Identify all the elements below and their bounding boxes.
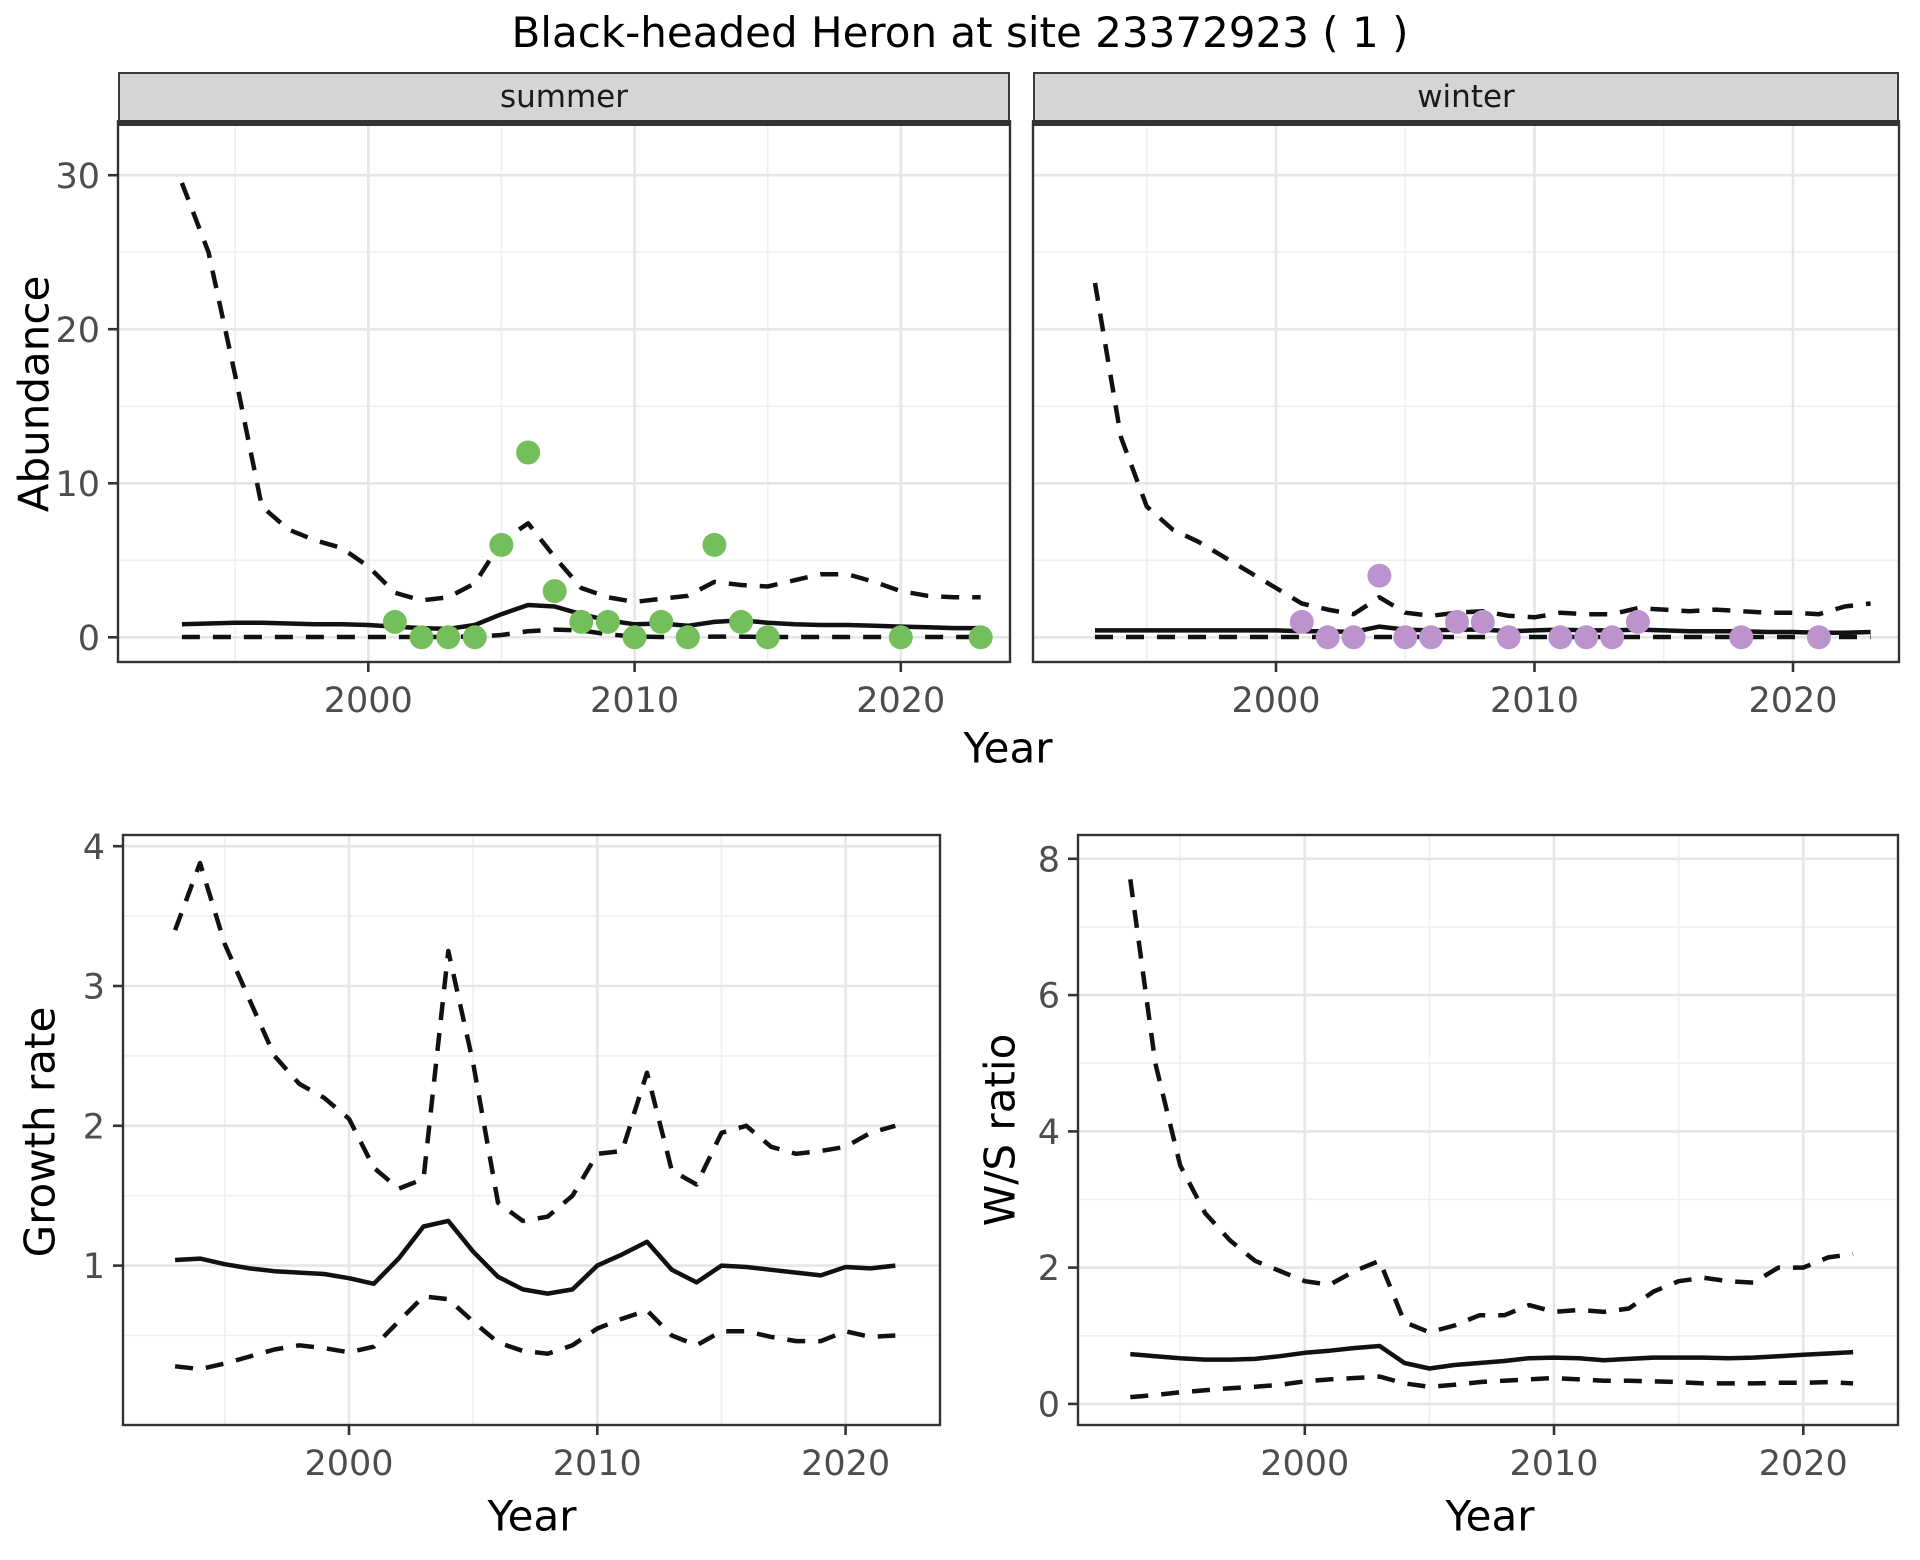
data-point-observed-counts-winter	[1806, 625, 1831, 650]
data-point-observed-counts-winter	[1393, 625, 1418, 650]
data-point-observed-counts-winter	[1315, 625, 1340, 650]
data-point-observed-counts-summer	[622, 625, 647, 650]
y-tick-label: 2	[1038, 1249, 1060, 1289]
data-point-observed-counts-winter	[1445, 609, 1469, 634]
x-axis-title-year-top: Year	[963, 723, 1053, 773]
panel-background	[1033, 122, 1899, 662]
series-upper_ci	[1128, 878, 1854, 1335]
data-point-observed-counts-summer	[888, 625, 913, 650]
panel-background	[123, 835, 940, 1425]
data-point-observed-counts-winter	[1548, 625, 1573, 650]
data-point-observed-counts-winter	[1729, 625, 1754, 650]
y-tick-label: 30	[55, 157, 100, 197]
y-tick-label: 20	[55, 311, 100, 351]
series-mean	[1130, 1343, 1854, 1371]
facet-strip-winter: winter	[1033, 72, 1899, 122]
series-upper_ci	[172, 860, 896, 1224]
y-tick-label: 1	[83, 1247, 105, 1287]
y-tick-label: 2	[83, 1107, 105, 1147]
data-point-observed-counts-winter	[1574, 625, 1599, 650]
data-point-observed-counts-summer	[649, 609, 674, 634]
series-mean	[174, 1218, 896, 1296]
data-point-observed-counts-summer	[702, 532, 727, 557]
panel-background	[118, 122, 1010, 662]
series-upper_ci	[179, 182, 981, 605]
data-point-observed-counts-summer	[436, 625, 461, 650]
data-point-observed-counts-summer	[382, 609, 407, 634]
y-tick-label: 0	[78, 619, 100, 659]
x-tick-label: 2020	[1748, 681, 1837, 721]
x-tick-label: 2010	[1490, 681, 1579, 721]
data-point-observed-counts-summer	[462, 625, 487, 650]
y-tick-label: 10	[55, 465, 100, 505]
panel-growth-rate: 2000 2010 2020 1 2 3 4	[83, 828, 942, 1484]
series-lower_ci	[1130, 1374, 1854, 1400]
series-lower_ci	[174, 1294, 896, 1372]
x-tick-label: 2000	[304, 1444, 393, 1484]
panel-border	[121, 833, 942, 1427]
y-tick-label: 3	[83, 968, 105, 1008]
data-point-observed-counts-summer	[489, 532, 514, 557]
series-lower_ci	[181, 627, 981, 640]
data-point-observed-counts-summer	[595, 609, 620, 634]
data-point-observed-counts-summer	[409, 625, 434, 650]
data-point-observed-counts-summer	[542, 579, 567, 604]
panel-abundance-summer: 2000 2010 2020 0 10 20 30	[55, 120, 1012, 721]
panel-abundance-winter: 2000 2010 2020	[1031, 120, 1901, 721]
data-point-observed-counts-winter	[1496, 625, 1521, 650]
x-tick-label: 2000	[324, 681, 413, 721]
panel-ws-ratio: 2000 2010 2020 0 2 4 6 8	[1038, 833, 1900, 1484]
y-tick-label: 0	[1038, 1386, 1060, 1426]
chart-title: Black-headed Heron at site 23372923 ( 1 …	[511, 8, 1409, 57]
x-tick-label: 2010	[1509, 1444, 1598, 1484]
x-tick-label: 2000	[1260, 1444, 1349, 1484]
data-point-observed-counts-winter	[1419, 625, 1444, 650]
x-tick-label: 2020	[1759, 1444, 1848, 1484]
x-axis-title-year-bottom-left: Year	[487, 1491, 577, 1541]
data-point-observed-counts-winter	[1341, 625, 1366, 650]
facet-strip-summer: summer	[118, 72, 1010, 122]
data-point-observed-counts-winter	[1600, 625, 1625, 650]
panel-border	[1076, 833, 1900, 1427]
y-tick-label: 8	[1038, 840, 1060, 880]
data-point-observed-counts-summer	[675, 625, 700, 650]
facet-strip-winter-label: winter	[1417, 79, 1515, 115]
x-tick-label: 2020	[856, 681, 945, 721]
data-point-observed-counts-summer	[968, 625, 993, 650]
y-tick-label: 4	[1038, 1113, 1060, 1153]
data-point-observed-counts-winter	[1625, 609, 1650, 634]
x-tick-label: 2010	[553, 1444, 642, 1484]
data-point-observed-counts-summer	[729, 609, 754, 634]
y-tick-label: 6	[1038, 977, 1060, 1017]
x-axis-title-year-bottom-right: Year	[1445, 1491, 1535, 1541]
data-point-observed-counts-summer	[516, 440, 541, 465]
x-tick-label: 2010	[590, 681, 679, 721]
data-point-observed-counts-winter	[1470, 609, 1495, 634]
x-tick-label: 2020	[801, 1444, 890, 1484]
data-point-observed-counts-summer	[755, 625, 780, 650]
x-tick-label: 2000	[1231, 681, 1320, 721]
data-point-observed-counts-winter	[1367, 563, 1392, 588]
data-point-observed-counts-summer	[569, 609, 594, 634]
data-point-observed-counts-winter	[1289, 609, 1314, 634]
panel-background	[1078, 835, 1898, 1425]
y-tick-label: 4	[83, 828, 105, 868]
facet-strip-summer-label: summer	[499, 79, 628, 115]
